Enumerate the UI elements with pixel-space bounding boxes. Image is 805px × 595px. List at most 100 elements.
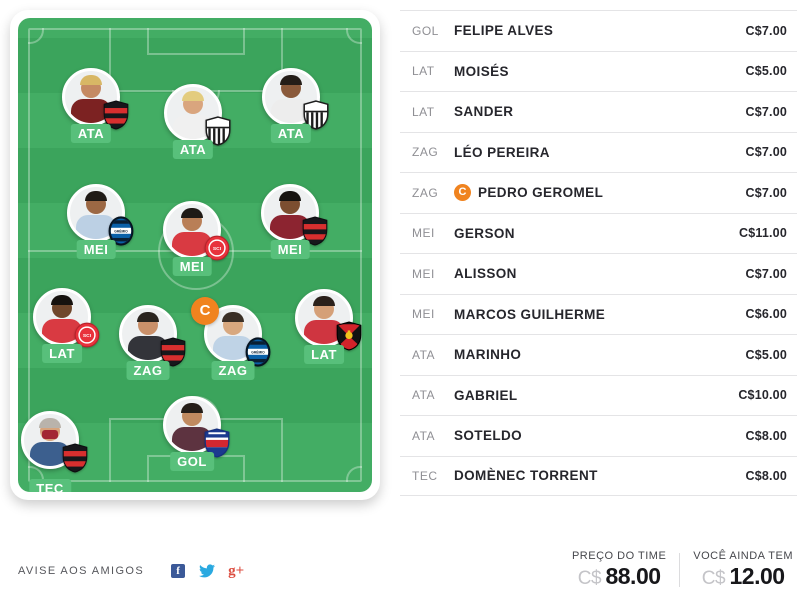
- club-badge-flamengo-icon: [160, 337, 186, 367]
- svg-text:SCI: SCI: [213, 246, 222, 252]
- position-label: ATA: [270, 124, 312, 143]
- pitch-player-ata[interactable]: ATA: [262, 68, 329, 143]
- roster-player-price: C$7.00: [745, 104, 787, 119]
- pitch-player-zag[interactable]: ZAG: [119, 305, 186, 380]
- pitch-player-lat[interactable]: SCI LAT: [33, 288, 100, 363]
- roster-player-name: LÉO PEREIRA: [454, 144, 550, 160]
- roster-player-name: SOTELDO: [454, 428, 523, 444]
- club-badge-flamengo-icon: [62, 443, 88, 473]
- pitch-player-lat[interactable]: LAT: [295, 289, 362, 364]
- pitch-card: ATA ATA ATA GRÊMIO MEI SCI MEI MEI SCI LAT ZAG GRÊM…: [10, 10, 380, 500]
- roster: GOL FELIPE ALVES C$7.00 LAT MOISÉS C$5.00 LAT S…: [400, 10, 797, 496]
- roster-player-price: C$7.00: [745, 266, 787, 281]
- roster-player-price: C$7.00: [745, 23, 787, 38]
- svg-text:GRÊMIO: GRÊMIO: [251, 349, 265, 354]
- google-plus-icon[interactable]: g+: [228, 562, 245, 579]
- club-badge-flamengo-icon: [302, 216, 328, 246]
- roster-player-price: C$7.00: [745, 185, 787, 200]
- team-price: PREÇO DO TIME C$ 88.00: [572, 550, 666, 590]
- roster-player-name: GERSON: [454, 225, 515, 241]
- club-badge-flamengo-icon: [103, 100, 129, 130]
- club-badge-gremio-icon: GRÊMIO: [108, 216, 134, 246]
- position-label: ZAG: [211, 361, 255, 380]
- roster-player-name: PEDRO GEROMEL: [478, 185, 604, 201]
- position-label: LAT: [304, 345, 344, 364]
- remaining-budget: VOCÊ AINDA TEM C$ 12.00: [693, 550, 793, 590]
- position-label: MEI: [270, 240, 310, 259]
- roster-position: ZAG: [412, 185, 439, 200]
- roster-position: MEI: [412, 307, 435, 322]
- roster-row[interactable]: LAT MOISÉS C$5.00: [400, 50, 797, 92]
- position-label: MEI: [76, 240, 116, 259]
- roster-row[interactable]: MEI ALISSON C$7.00: [400, 253, 797, 294]
- remaining-budget-label: VOCÊ AINDA TEM: [693, 550, 793, 562]
- remaining-budget-currency: C$: [701, 568, 726, 589]
- player-avatar: [67, 184, 125, 242]
- roster-player-name: MARCOS GUILHERME: [454, 306, 606, 322]
- roster-position: LAT: [412, 104, 435, 119]
- roster-row[interactable]: GOL FELIPE ALVES C$7.00: [400, 10, 797, 51]
- position-label: ATA: [70, 124, 112, 143]
- roster-position: TEC: [412, 468, 438, 483]
- roster-position: MEI: [412, 266, 435, 281]
- pitch-player-gol[interactable]: GOL: [163, 396, 230, 471]
- team-summary: PREÇO DO TIME C$ 88.00 VOCÊ AINDA TEM C$…: [572, 550, 793, 590]
- share-bar: AVISE AOS AMIGOS f g+: [18, 563, 257, 579]
- pitch-player-ata[interactable]: ATA: [164, 84, 231, 159]
- team-price-value: 88.00: [605, 563, 661, 589]
- roster-row[interactable]: ATA SOTELDO C$8.00: [400, 415, 797, 456]
- position-label: GOL: [170, 452, 214, 471]
- pitch-player-mei[interactable]: GRÊMIO MEI: [67, 184, 134, 259]
- roster-player-name: DOMÈNEC TORRENT: [454, 468, 598, 484]
- summary-divider: [679, 553, 681, 587]
- roster-position: ZAG: [412, 145, 439, 160]
- share-label: AVISE AOS AMIGOS: [18, 565, 145, 577]
- pitch-player-zag[interactable]: GRÊMIO C ZAG: [191, 297, 271, 380]
- svg-text:GRÊMIO: GRÊMIO: [114, 228, 128, 233]
- roster-position: ATA: [412, 388, 436, 403]
- team-price-currency: C$: [577, 568, 602, 589]
- pitch-player-mei[interactable]: MEI: [261, 184, 328, 259]
- roster-row[interactable]: ATA MARINHO C$5.00: [400, 334, 797, 375]
- roster-player-name: ALISSON: [454, 266, 517, 282]
- player-avatar: [163, 396, 221, 454]
- pitch-player-tec[interactable]: TEC: [21, 411, 88, 492]
- roster-row[interactable]: MEI GERSON C$11.00: [400, 212, 797, 254]
- twitter-icon[interactable]: [199, 563, 216, 579]
- club-badge-fortaleza-icon: [204, 428, 230, 458]
- pitch: ATA ATA ATA GRÊMIO MEI SCI MEI MEI SCI LAT ZAG GRÊM…: [18, 18, 372, 492]
- roster-row[interactable]: MEI MARCOS GUILHERME C$6.00: [400, 293, 797, 335]
- roster-player-price: C$5.00: [745, 64, 787, 79]
- roster-row[interactable]: ZAG LÉO PEREIRA C$7.00: [400, 131, 797, 173]
- club-badge-gremio-icon: GRÊMIO: [245, 337, 271, 367]
- roster-row[interactable]: ATA GABRIEL C$10.00: [400, 374, 797, 416]
- club-badge-sport-icon: [336, 321, 362, 351]
- roster-player-price: C$8.00: [745, 468, 787, 483]
- captain-icon: C: [454, 184, 471, 202]
- roster-position: ATA: [412, 347, 436, 362]
- pitch-player-mei[interactable]: SCI MEI: [163, 201, 230, 276]
- pitch-player-ata[interactable]: ATA: [62, 68, 129, 143]
- position-label: MEI: [172, 257, 212, 276]
- roster-player-price: C$7.00: [745, 145, 787, 160]
- team-price-label: PREÇO DO TIME: [571, 550, 667, 562]
- roster-row[interactable]: TEC DOMÈNEC TORRENT C$8.00: [400, 455, 797, 496]
- roster-player-name: MOISÉS: [454, 63, 509, 79]
- roster-player-price: C$10.00: [738, 388, 787, 403]
- club-badge-inter-icon: SCI: [204, 233, 230, 263]
- roster-row[interactable]: ZAG C PEDRO GEROMEL C$7.00: [400, 172, 797, 213]
- roster-player-name: FELIPE ALVES: [454, 23, 554, 39]
- roster-position: ATA: [412, 428, 436, 443]
- roster-player-price: C$6.00: [745, 307, 787, 322]
- player-avatar: [295, 289, 353, 347]
- club-badge-santos-icon: [303, 100, 329, 130]
- roster-position: GOL: [412, 23, 439, 38]
- roster-player-name: GABRIEL: [454, 387, 518, 403]
- roster-player-name: MARINHO: [454, 347, 522, 363]
- facebook-icon[interactable]: f: [170, 563, 186, 579]
- roster-row[interactable]: LAT SANDER C$7.00: [400, 91, 797, 132]
- club-badge-santos-icon: [205, 116, 231, 146]
- position-label: LAT: [42, 344, 82, 363]
- roster-position: MEI: [412, 226, 435, 241]
- position-label: ZAG: [126, 361, 170, 380]
